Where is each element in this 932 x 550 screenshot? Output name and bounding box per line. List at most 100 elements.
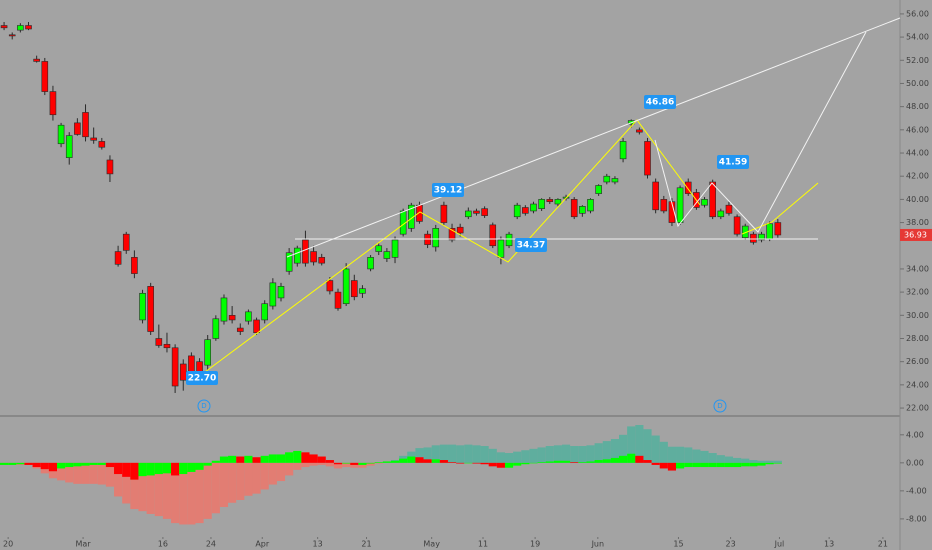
candle-body — [725, 204, 733, 214]
candle-body — [497, 239, 505, 258]
histogram-bar — [57, 462, 66, 469]
macd-bar — [521, 450, 530, 463]
candle-body — [236, 327, 244, 332]
histogram-bar — [366, 462, 375, 464]
macd-bar — [415, 448, 424, 463]
macd-bar — [553, 445, 562, 463]
histogram-bar — [236, 456, 245, 463]
macd-bar — [724, 456, 734, 463]
histogram-bar — [716, 462, 725, 468]
histogram-bar — [195, 462, 204, 470]
x-tick-label: 24 — [206, 540, 216, 549]
y-tick-label: -8.00 — [906, 514, 927, 523]
candle-body — [758, 233, 765, 241]
candle-body — [334, 291, 342, 309]
histogram-bar — [146, 462, 155, 476]
histogram-bar — [309, 454, 318, 463]
x-tick-label: 20 — [3, 540, 13, 549]
candle-body — [383, 251, 391, 259]
candle-body — [49, 91, 57, 116]
histogram-bar — [521, 462, 530, 465]
macd-bar — [504, 453, 514, 463]
candle-body — [228, 315, 236, 321]
macd-bar — [195, 462, 204, 524]
candle-body — [326, 280, 334, 292]
candle-body — [473, 210, 480, 214]
histogram-bar — [643, 460, 652, 463]
candle-body — [33, 58, 40, 62]
macd-bar — [619, 434, 628, 463]
histogram-bar — [40, 462, 49, 470]
macd-bar — [447, 444, 457, 463]
y-tick-label: 38.00 — [906, 218, 929, 227]
histogram-bar — [32, 462, 41, 468]
macd-bar — [285, 462, 294, 476]
macd-bar — [146, 462, 155, 514]
x-tick-label: May — [423, 540, 440, 549]
drawings — [204, 17, 901, 373]
candle-body — [367, 257, 374, 270]
macd-bar — [179, 462, 188, 525]
annotation-label: 34.37 — [517, 241, 545, 251]
histogram-bar — [684, 462, 693, 468]
histogram-bar — [407, 456, 416, 463]
candle-body — [538, 199, 545, 209]
macd-bar — [89, 462, 98, 484]
histogram-bar — [325, 460, 334, 463]
candle-body — [375, 245, 383, 252]
macd-bar — [342, 462, 351, 468]
histogram-bar — [578, 462, 587, 463]
candle-body — [106, 159, 114, 175]
macd-bar — [496, 452, 505, 463]
candle-body — [25, 25, 32, 30]
macd-bar — [260, 462, 269, 490]
histogram-bar — [659, 462, 668, 469]
candle-body — [163, 343, 171, 349]
x-tick-label: 21 — [361, 540, 371, 549]
macd-bar — [122, 462, 131, 504]
candle-body — [261, 303, 269, 321]
candle-body — [619, 141, 627, 160]
y-tick-label: 22.00 — [906, 404, 929, 413]
x-tick-label: 19 — [530, 540, 540, 549]
event-marker-label: D — [201, 402, 206, 410]
histogram-bar — [464, 462, 473, 464]
candle-body — [465, 210, 472, 218]
histogram-bar — [651, 462, 660, 465]
histogram-bar — [594, 460, 603, 463]
macd-bar — [488, 448, 497, 463]
candle-body — [65, 135, 73, 158]
candle-body — [652, 181, 659, 211]
histogram-bar — [627, 453, 636, 463]
macd-bar — [561, 444, 571, 463]
histogram-bar — [741, 462, 750, 467]
candle-body — [660, 199, 668, 212]
y-tick-label: 40.00 — [906, 195, 929, 204]
histogram-bar — [382, 461, 391, 463]
macd-bar — [244, 462, 253, 496]
histogram-bar — [553, 460, 562, 463]
macd-bar — [333, 462, 343, 469]
x-tick-label: 13 — [313, 540, 323, 549]
x-tick-label: 21 — [878, 540, 888, 549]
candle-body — [147, 286, 154, 332]
histogram-bar — [301, 452, 310, 463]
macd-bar — [513, 451, 522, 463]
candle-body — [220, 297, 228, 322]
y-tick-label: 56.00 — [906, 9, 929, 18]
macd-bar — [749, 460, 758, 463]
histogram-bar — [439, 460, 448, 463]
candle-body — [456, 226, 464, 234]
candle-body — [709, 181, 716, 218]
macd-bar — [733, 457, 742, 463]
annotation-box — [717, 155, 749, 169]
candle-body — [432, 228, 440, 248]
macd-bar — [676, 446, 685, 463]
histogram-bar — [692, 462, 701, 468]
candle-body — [636, 129, 643, 133]
histogram-bar — [602, 459, 611, 463]
candle-body — [302, 239, 309, 264]
macd-bar — [716, 455, 725, 463]
macd-bar — [586, 445, 595, 463]
macd-bar — [773, 460, 782, 463]
